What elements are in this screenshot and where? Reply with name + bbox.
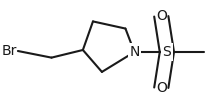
Text: O: O <box>156 81 167 95</box>
Text: Br: Br <box>1 44 17 58</box>
Text: O: O <box>156 9 167 23</box>
Text: N: N <box>129 45 140 59</box>
Text: S: S <box>162 45 171 59</box>
